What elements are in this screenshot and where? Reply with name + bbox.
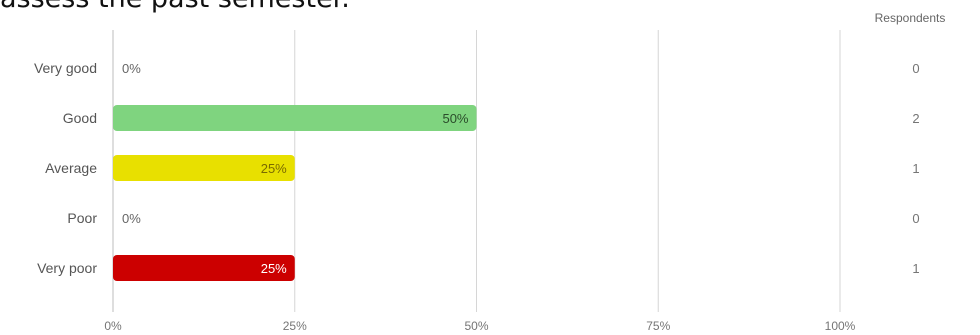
category-label: Average	[45, 160, 97, 176]
value-label: 0%	[122, 211, 141, 226]
category-label: Good	[63, 110, 97, 126]
tick-label: 75%	[646, 319, 670, 333]
bar	[113, 105, 477, 131]
bars	[113, 105, 477, 281]
respondent-count: 1	[912, 261, 919, 276]
bar	[113, 155, 295, 181]
respondents-header: Respondents	[875, 11, 946, 25]
category-label: Poor	[67, 210, 97, 226]
respondent-count: 0	[912, 61, 919, 76]
respondent-count: 1	[912, 161, 919, 176]
value-label: 25%	[261, 261, 287, 276]
value-label: 25%	[261, 161, 287, 176]
respondent-count: 0	[912, 211, 919, 226]
category-label: Very poor	[37, 260, 97, 276]
value-label: 0%	[122, 61, 141, 76]
category-label: Very good	[34, 60, 97, 76]
bar	[113, 255, 295, 281]
tick-label: 0%	[104, 319, 122, 333]
respondent-count: 2	[912, 111, 919, 126]
tick-label: 50%	[464, 319, 488, 333]
tick-label: 100%	[825, 319, 856, 333]
value-label: 50%	[442, 111, 468, 126]
tick-label: 25%	[283, 319, 307, 333]
chart-title: assess the past semester.	[0, 0, 350, 14]
